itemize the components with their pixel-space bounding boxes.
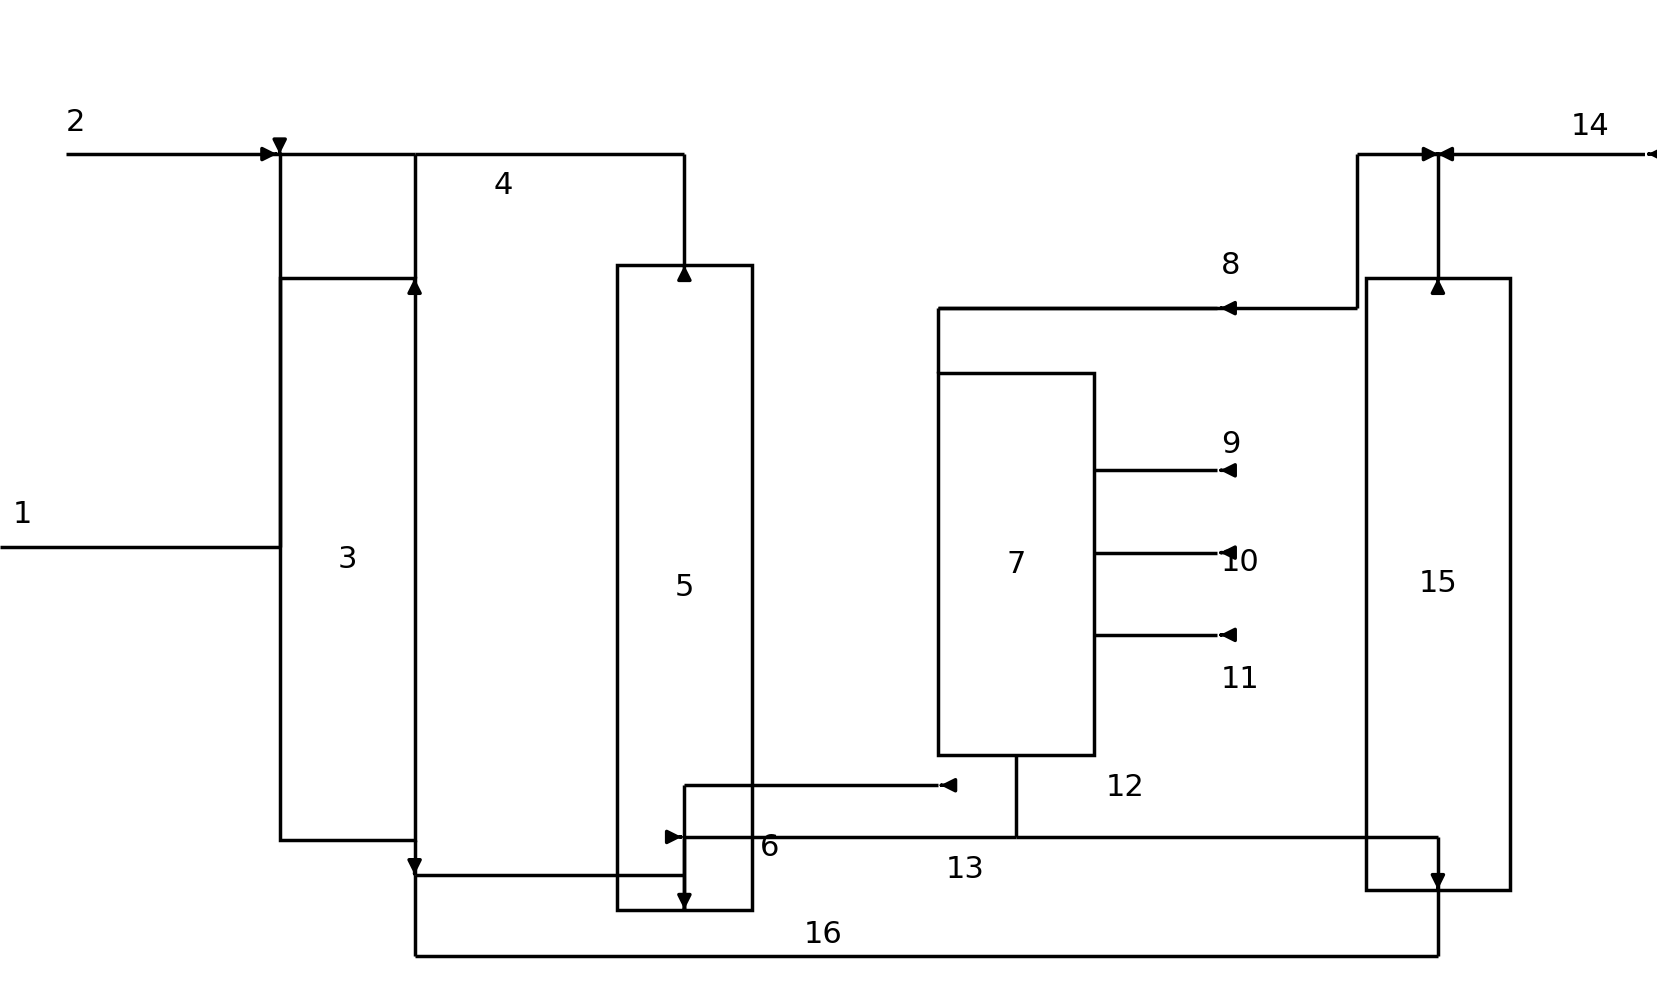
Text: 10: 10 <box>1220 548 1259 577</box>
Bar <box>616 265 751 910</box>
Text: 1: 1 <box>13 500 33 529</box>
Text: 5: 5 <box>674 573 694 602</box>
Bar <box>280 278 414 840</box>
Text: 8: 8 <box>1220 251 1239 280</box>
Text: 2: 2 <box>66 108 85 137</box>
Bar <box>1365 278 1510 890</box>
Text: 6: 6 <box>759 833 779 862</box>
Text: 15: 15 <box>1418 570 1457 598</box>
Text: 12: 12 <box>1105 773 1143 802</box>
Text: 4: 4 <box>494 171 512 200</box>
Text: 14: 14 <box>1571 112 1609 141</box>
Text: 3: 3 <box>336 545 356 574</box>
Text: 16: 16 <box>802 920 842 949</box>
Text: 9: 9 <box>1220 430 1239 459</box>
Text: 7: 7 <box>1006 550 1026 579</box>
Text: 13: 13 <box>946 855 984 884</box>
Text: 11: 11 <box>1220 665 1259 694</box>
Bar <box>938 373 1094 755</box>
